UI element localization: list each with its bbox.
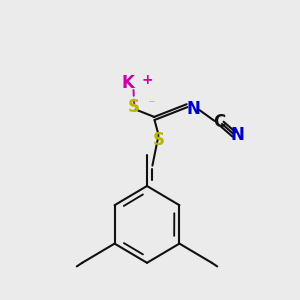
Text: N: N xyxy=(230,126,244,144)
Text: N: N xyxy=(187,100,200,118)
Text: S: S xyxy=(128,98,140,116)
Text: K: K xyxy=(121,74,134,92)
Text: S: S xyxy=(152,131,164,149)
Text: C: C xyxy=(213,113,225,131)
Text: +: + xyxy=(141,73,153,86)
Text: ⁻: ⁻ xyxy=(147,98,154,112)
